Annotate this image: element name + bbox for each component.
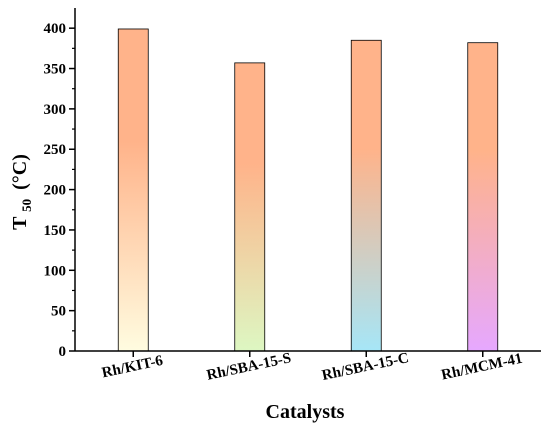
x-axis-title: Catalysts: [266, 401, 345, 423]
bar-rh-mcm-41: [467, 42, 499, 352]
y-axis-title: T 50 (°C): [9, 154, 36, 230]
axes-group: [74, 8, 541, 357]
y-tick-label: 300: [44, 102, 67, 118]
x-category-label: Rh/MCM-41: [440, 351, 524, 384]
bars-group: [117, 28, 499, 352]
y-tick-label: 250: [44, 142, 67, 158]
bar-rh-sba-15-c: [350, 39, 382, 352]
y-tick-label: 150: [44, 223, 67, 239]
y-tick-label: 400: [44, 21, 67, 37]
y-axis-title-main: T: [9, 216, 31, 230]
y-axis-title-sub: 50: [19, 199, 34, 212]
y-tick-label: 200: [44, 183, 67, 199]
x-category-label: Rh/SBA-15-C: [321, 350, 411, 384]
bar-rh-kit-6: [117, 28, 149, 352]
y-tick-label: 350: [44, 62, 67, 78]
y-tick-label: 100: [44, 263, 67, 279]
y-ticks-group: 0 50 100 150 200 250 300 350 400: [44, 21, 75, 360]
y-tick-label: 50: [51, 304, 66, 320]
x-category-label: Rh/KIT-6: [100, 353, 164, 382]
bar-rh-sba-15-s: [234, 62, 266, 352]
y-tick-label: 0: [59, 344, 67, 360]
x-categories-group: Rh/KIT-6 Rh/SBA-15-S Rh/SBA-15-C Rh/MCM-41: [100, 350, 523, 384]
y-axis-title-unit: (°C): [9, 154, 31, 190]
x-category-label: Rh/SBA-15-S: [205, 350, 292, 384]
